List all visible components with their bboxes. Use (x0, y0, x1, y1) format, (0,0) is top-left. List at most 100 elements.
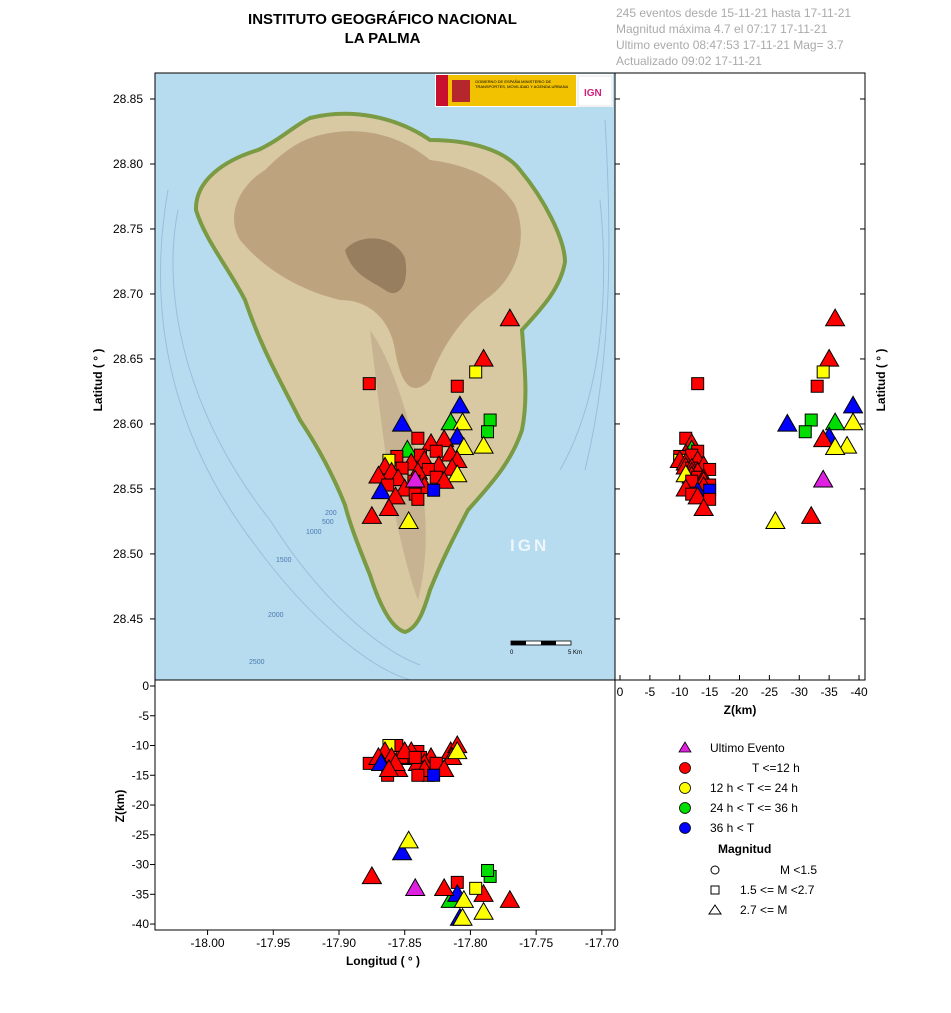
legend-marker (679, 782, 691, 794)
chart-title: INSTITUTO GEOGRÁFICO NACIONAL (248, 11, 517, 28)
caldera-rim (345, 238, 407, 294)
lon-x-tick-label: -17.85 (388, 936, 422, 950)
contour-label-2500: 2500 (249, 659, 265, 666)
event-marker-map (378, 497, 400, 517)
event-marker-map (391, 413, 413, 432)
event-marker-depth (824, 412, 846, 431)
lon-y-tick-label: -10 (132, 739, 150, 753)
lon-y-tick-label: -40 (132, 917, 150, 931)
event-marker-depth (800, 505, 822, 524)
legend-label: T <=12 h (752, 761, 800, 775)
event-marker-map (481, 425, 495, 439)
event-marker-depth (687, 486, 709, 505)
contour-label-500: 500 (322, 519, 334, 526)
map-y-tick-label: 28.55 (113, 482, 143, 496)
longitude-depth-frame (154, 679, 616, 931)
event-marker-depth (842, 395, 864, 414)
logo-text: GOBIERNO DE ESPAÑA MINISTERIO DE TRANSPO… (475, 79, 569, 89)
info-event-count: 245 eventos desde 15-11-21 hasta 17-11-2… (616, 6, 852, 20)
event-marker-depth (824, 436, 846, 455)
event-marker-map (483, 413, 497, 427)
event-marker-map (411, 492, 425, 506)
event-marker-map (429, 444, 443, 458)
event-marker-depth (804, 413, 818, 427)
event-marker-depth (776, 413, 798, 432)
event-marker-lon (404, 877, 426, 896)
event-marker-lon (427, 768, 441, 782)
map-y-tick-label: 28.75 (113, 222, 143, 236)
event-marker-lon (473, 901, 494, 920)
event-marker-lon (408, 750, 422, 764)
legend-marker (679, 822, 691, 834)
map-y-tick-label: 28.60 (113, 417, 143, 431)
lon-x-tick-label: -17.75 (519, 936, 553, 950)
event-marker-map (446, 464, 468, 483)
contour-label-200: 200 (325, 510, 337, 517)
event-marker-depth (798, 425, 812, 439)
lon-x-tick-label: -17.95 (256, 936, 290, 950)
map-events (361, 308, 521, 530)
contour-labels: 200 500 1000 1500 2000 2500 (249, 510, 337, 666)
event-marker-depth (824, 308, 846, 327)
depth-x-tick-label: -5 (645, 685, 656, 699)
map-y-tick-label: 28.80 (113, 157, 143, 171)
longitude-depth-events (361, 735, 521, 926)
depth-x-tick-label: -30 (791, 685, 809, 699)
contour-label-1000: 1000 (306, 529, 322, 536)
lon-panel-x-axis-label: Longitud ( ° ) (346, 954, 420, 968)
lon-panel-y-axis-label: Z(km) (113, 790, 127, 823)
legend-mag-label: 1.5 <= M <2.7 (740, 883, 815, 897)
legend-marker-last (678, 741, 692, 753)
lon-y-tick-label: -25 (132, 828, 150, 842)
legend-mag-label: 2.7 <= M (740, 903, 787, 917)
event-marker-lon (433, 877, 455, 896)
depth-x-tick-label: 0 (617, 685, 624, 699)
event-marker-map (427, 483, 441, 497)
event-marker-depth (812, 469, 834, 488)
legend-marker (679, 802, 691, 814)
event-marker-depth (818, 348, 840, 367)
legend-mag-circle (710, 865, 720, 875)
legend-label: 36 h < T (710, 821, 755, 835)
lon-x-tick-label: -17.90 (322, 936, 356, 950)
event-marker-map (411, 431, 425, 445)
lon-y-tick-label: -30 (132, 858, 150, 872)
event-marker-map (469, 365, 483, 379)
legend-label: Ultimo Evento (710, 741, 785, 755)
scale-bar: 0 5 Km (510, 640, 582, 656)
lon-y-tick-label: -15 (132, 768, 150, 782)
event-marker-map (453, 436, 475, 455)
event-marker-depth (810, 379, 824, 393)
event-marker-depth (765, 510, 786, 530)
event-marker-lon (411, 768, 425, 782)
legend-magnitude-title: Magnitud (718, 842, 771, 856)
map-y-axis-label: Latitud ( ° ) (91, 349, 105, 412)
info-updated: Actualizado 09:02 17-11-21 (616, 54, 762, 68)
event-marker-lon (361, 865, 383, 885)
info-last-event: Ultimo evento 08:47:53 17-11-21 Mag= 3.7 (616, 38, 844, 52)
lon-x-tick-label: -17.70 (585, 936, 619, 950)
event-marker-depth (816, 365, 830, 379)
lon-y-tick-label: 0 (142, 679, 149, 693)
event-marker-depth (812, 429, 834, 448)
legend: Ultimo Evento T <=12 h 12 h < T <= 24 h 24 … (678, 741, 817, 917)
depth-x-tick-label: -15 (701, 685, 719, 699)
event-marker-map (404, 469, 426, 488)
event-marker-lon (499, 889, 521, 908)
lon-y-tick-label: -20 (132, 798, 150, 812)
lon-x-tick-label: -17.80 (453, 936, 487, 950)
depth-x-tick-label: -40 (850, 685, 868, 699)
event-marker-lon (378, 758, 400, 777)
event-marker-depth (691, 377, 705, 391)
lon-y-tick-label: -35 (132, 887, 150, 901)
event-marker-map (362, 377, 376, 391)
axes: 28.45 28.50 28.55 28.60 28.65 28.70 28.75 28.80… (113, 92, 868, 950)
event-marker-depth (836, 435, 858, 454)
event-marker-map (449, 395, 471, 414)
event-marker-map (450, 379, 464, 393)
map-y-tick-label: 28.85 (113, 92, 143, 106)
map-panel: 200 500 1000 1500 2000 2500 IGN 0 5 Km G… (155, 73, 615, 680)
lon-y-tick-label: -5 (138, 709, 149, 723)
latitude-depth-events (669, 308, 864, 530)
